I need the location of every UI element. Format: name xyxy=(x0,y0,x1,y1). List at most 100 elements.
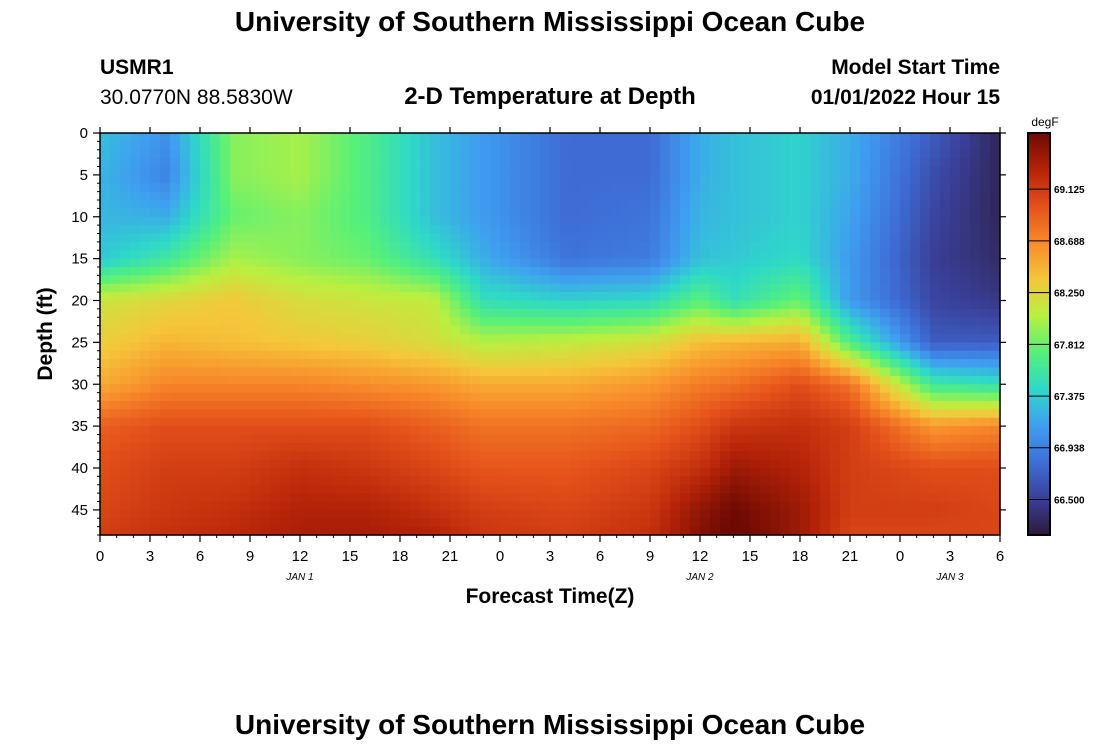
heatmap-cell xyxy=(730,451,741,461)
heatmap-cell xyxy=(940,434,951,444)
heatmap-cell xyxy=(200,149,211,159)
heatmap-cell xyxy=(570,409,581,419)
heatmap-cell xyxy=(590,308,601,318)
heatmap-cell xyxy=(330,342,341,352)
heatmap-cell xyxy=(940,384,951,394)
heatmap-cell xyxy=(730,258,741,268)
heatmap-cell xyxy=(670,267,681,276)
heatmap-cell xyxy=(700,308,711,318)
heatmap-cell xyxy=(840,468,851,477)
heatmap-cell xyxy=(590,392,601,402)
heatmap-cell xyxy=(220,434,231,444)
heatmap-cell xyxy=(250,166,261,176)
heatmap-cell xyxy=(970,183,981,193)
heatmap-cell xyxy=(860,300,871,310)
heatmap-cell xyxy=(440,308,451,318)
heatmap-cell xyxy=(920,174,931,184)
heatmap-cell xyxy=(540,191,551,201)
heatmap-cell xyxy=(460,384,471,394)
heatmap-cell xyxy=(320,133,331,142)
heatmap-cell xyxy=(690,183,701,193)
heatmap-cell xyxy=(720,518,731,528)
heatmap-cell xyxy=(720,509,731,519)
heatmap-cell xyxy=(240,208,251,218)
heatmap-cell xyxy=(340,367,351,377)
heatmap-cell xyxy=(280,468,291,477)
heatmap-cell xyxy=(940,300,951,310)
heatmap-cell xyxy=(140,317,151,327)
heatmap-cell xyxy=(770,300,781,310)
heatmap-cell xyxy=(780,191,791,201)
heatmap-cell xyxy=(380,434,391,444)
heatmap-cell xyxy=(950,141,961,151)
heatmap-cell xyxy=(910,359,921,369)
heatmap-cell xyxy=(430,367,441,377)
heatmap-cell xyxy=(100,250,111,260)
heatmap-cell xyxy=(990,526,1001,536)
heatmap-cell xyxy=(660,325,671,335)
heatmap-cell xyxy=(610,384,621,394)
heatmap-cell xyxy=(370,216,381,226)
heatmap-cell xyxy=(440,342,451,352)
heatmap-cell xyxy=(910,350,921,360)
heatmap-cell xyxy=(700,526,711,536)
heatmap-cell xyxy=(780,493,791,503)
heatmap-cell xyxy=(290,493,301,503)
heatmap-cell xyxy=(710,258,721,268)
heatmap-cell xyxy=(450,233,461,243)
heatmap-cell xyxy=(930,208,941,218)
heatmap-cell xyxy=(230,484,241,494)
heatmap-cell xyxy=(350,401,361,410)
heatmap-cell xyxy=(580,241,591,251)
heatmap-cell xyxy=(490,401,501,410)
heatmap-cell xyxy=(820,451,831,461)
heatmap-cell xyxy=(710,401,721,410)
heatmap-cell xyxy=(440,208,451,218)
heatmap-cell xyxy=(200,451,211,461)
heatmap-cell xyxy=(670,375,681,385)
heatmap-cell xyxy=(720,241,731,251)
heatmap-cell xyxy=(540,317,551,327)
heatmap-cell xyxy=(190,141,201,151)
heatmap-cell xyxy=(130,526,141,536)
heatmap-cell xyxy=(930,384,941,394)
heatmap-cell xyxy=(780,342,791,352)
heatmap-cell xyxy=(440,401,451,410)
heatmap-cell xyxy=(850,233,861,243)
heatmap-cell xyxy=(960,493,971,503)
heatmap-cell xyxy=(630,267,641,276)
heatmap-cell xyxy=(810,451,821,461)
heatmap-cell xyxy=(950,267,961,276)
heatmap-cell xyxy=(920,417,931,427)
heatmap-cell xyxy=(600,225,611,235)
heatmap-cell xyxy=(350,166,361,176)
heatmap-cell xyxy=(610,183,621,193)
heatmap-cell xyxy=(850,375,861,385)
heatmap-cell xyxy=(710,325,721,335)
heatmap-cell xyxy=(680,325,691,335)
heatmap-cell xyxy=(700,258,711,268)
heatmap-cell xyxy=(700,191,711,201)
heatmap-cell xyxy=(930,216,941,226)
heatmap-cell xyxy=(690,191,701,201)
heatmap-cell xyxy=(950,342,961,352)
heatmap-cell xyxy=(900,526,911,536)
heatmap-cell xyxy=(900,250,911,260)
heatmap-cell xyxy=(190,509,201,519)
heatmap-cell xyxy=(660,250,671,260)
heatmap-cell xyxy=(940,392,951,402)
heatmap-cell xyxy=(340,518,351,528)
heatmap-cell xyxy=(370,459,381,469)
heatmap-cell xyxy=(280,141,291,151)
heatmap-cell xyxy=(760,267,771,276)
heatmap-cell xyxy=(100,334,111,343)
heatmap-cell xyxy=(200,183,211,193)
heatmap-cell xyxy=(720,325,731,335)
heatmap-cell xyxy=(860,509,871,519)
heatmap-cell xyxy=(730,350,741,360)
heatmap-cell xyxy=(480,434,491,444)
heatmap-cell xyxy=(240,174,251,184)
heatmap-cell xyxy=(770,141,781,151)
heatmap-cell xyxy=(950,401,961,410)
heatmap-cell xyxy=(720,133,731,142)
